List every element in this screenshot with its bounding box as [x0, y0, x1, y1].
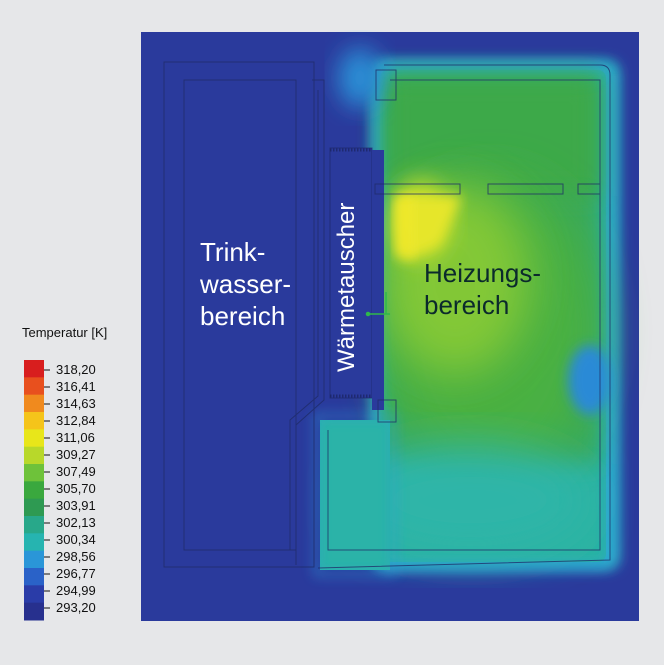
- legend-swatch: [24, 602, 44, 621]
- legend-swatch: [24, 481, 44, 500]
- heat-exchanger-body: [330, 148, 372, 398]
- legend-tick-label: 302,13: [56, 515, 96, 530]
- legend-swatch: [24, 464, 44, 482]
- legend-swatch: [24, 446, 44, 465]
- legend-tick-label: 303,91: [56, 498, 96, 513]
- heating-region-field: [350, 60, 620, 570]
- legend-tick-label: 300,34: [56, 532, 96, 547]
- heizung-label-line2: bereich: [424, 290, 510, 320]
- legend-swatch: [24, 377, 44, 396]
- legend-swatch: [24, 568, 44, 586]
- legend-tick-label: 307,49: [56, 464, 96, 479]
- legend-tick-label: 298,56: [56, 549, 96, 564]
- heizung-label-line1: Heizungs-: [424, 258, 542, 288]
- legend-swatch: [24, 550, 44, 569]
- legend-swatch: [24, 498, 44, 517]
- legend-tick-label: 318,20: [56, 362, 96, 377]
- legend-colorbar: [24, 360, 50, 621]
- heizung-label: Heizungs- bereich: [424, 257, 541, 321]
- legend-tick-label: 293,20: [56, 600, 96, 615]
- legend-swatch: [24, 533, 44, 552]
- legend-swatch: [24, 394, 44, 413]
- legend-tick-label: 305,70: [56, 481, 96, 496]
- trinkwasser-label-line3: bereich: [200, 301, 286, 331]
- legend-tick-label: 309,27: [56, 447, 96, 462]
- legend-swatch: [24, 412, 44, 430]
- lower-extension: [320, 420, 390, 570]
- trinkwasser-label-line2: wasser-: [200, 269, 292, 299]
- trinkwasser-label-line1: Trink-: [200, 237, 266, 267]
- legend-tick-label: 296,77: [56, 566, 96, 581]
- inlet-plume: [338, 48, 382, 108]
- legend-swatch: [24, 360, 44, 378]
- legend-tick-label: 312,84: [56, 413, 96, 428]
- geometry-outlines: [163, 61, 611, 569]
- legend-tick-label: 311,06: [56, 430, 95, 445]
- trinkwasser-label: Trink- wasser- bereich: [200, 236, 291, 332]
- legend-title: Temperatur [K]: [22, 325, 108, 340]
- legend-swatch: [24, 516, 44, 534]
- legend-swatch: [24, 585, 44, 604]
- probe-marker: [365, 292, 390, 317]
- legend-tick-label: 316,41: [56, 379, 96, 394]
- legend-swatch: [24, 429, 44, 448]
- waermetauscher-label: Wärmetauscher: [333, 202, 360, 372]
- legend-tick-label: 294,99: [56, 583, 96, 598]
- legend-tick-label: 314,63: [56, 396, 96, 411]
